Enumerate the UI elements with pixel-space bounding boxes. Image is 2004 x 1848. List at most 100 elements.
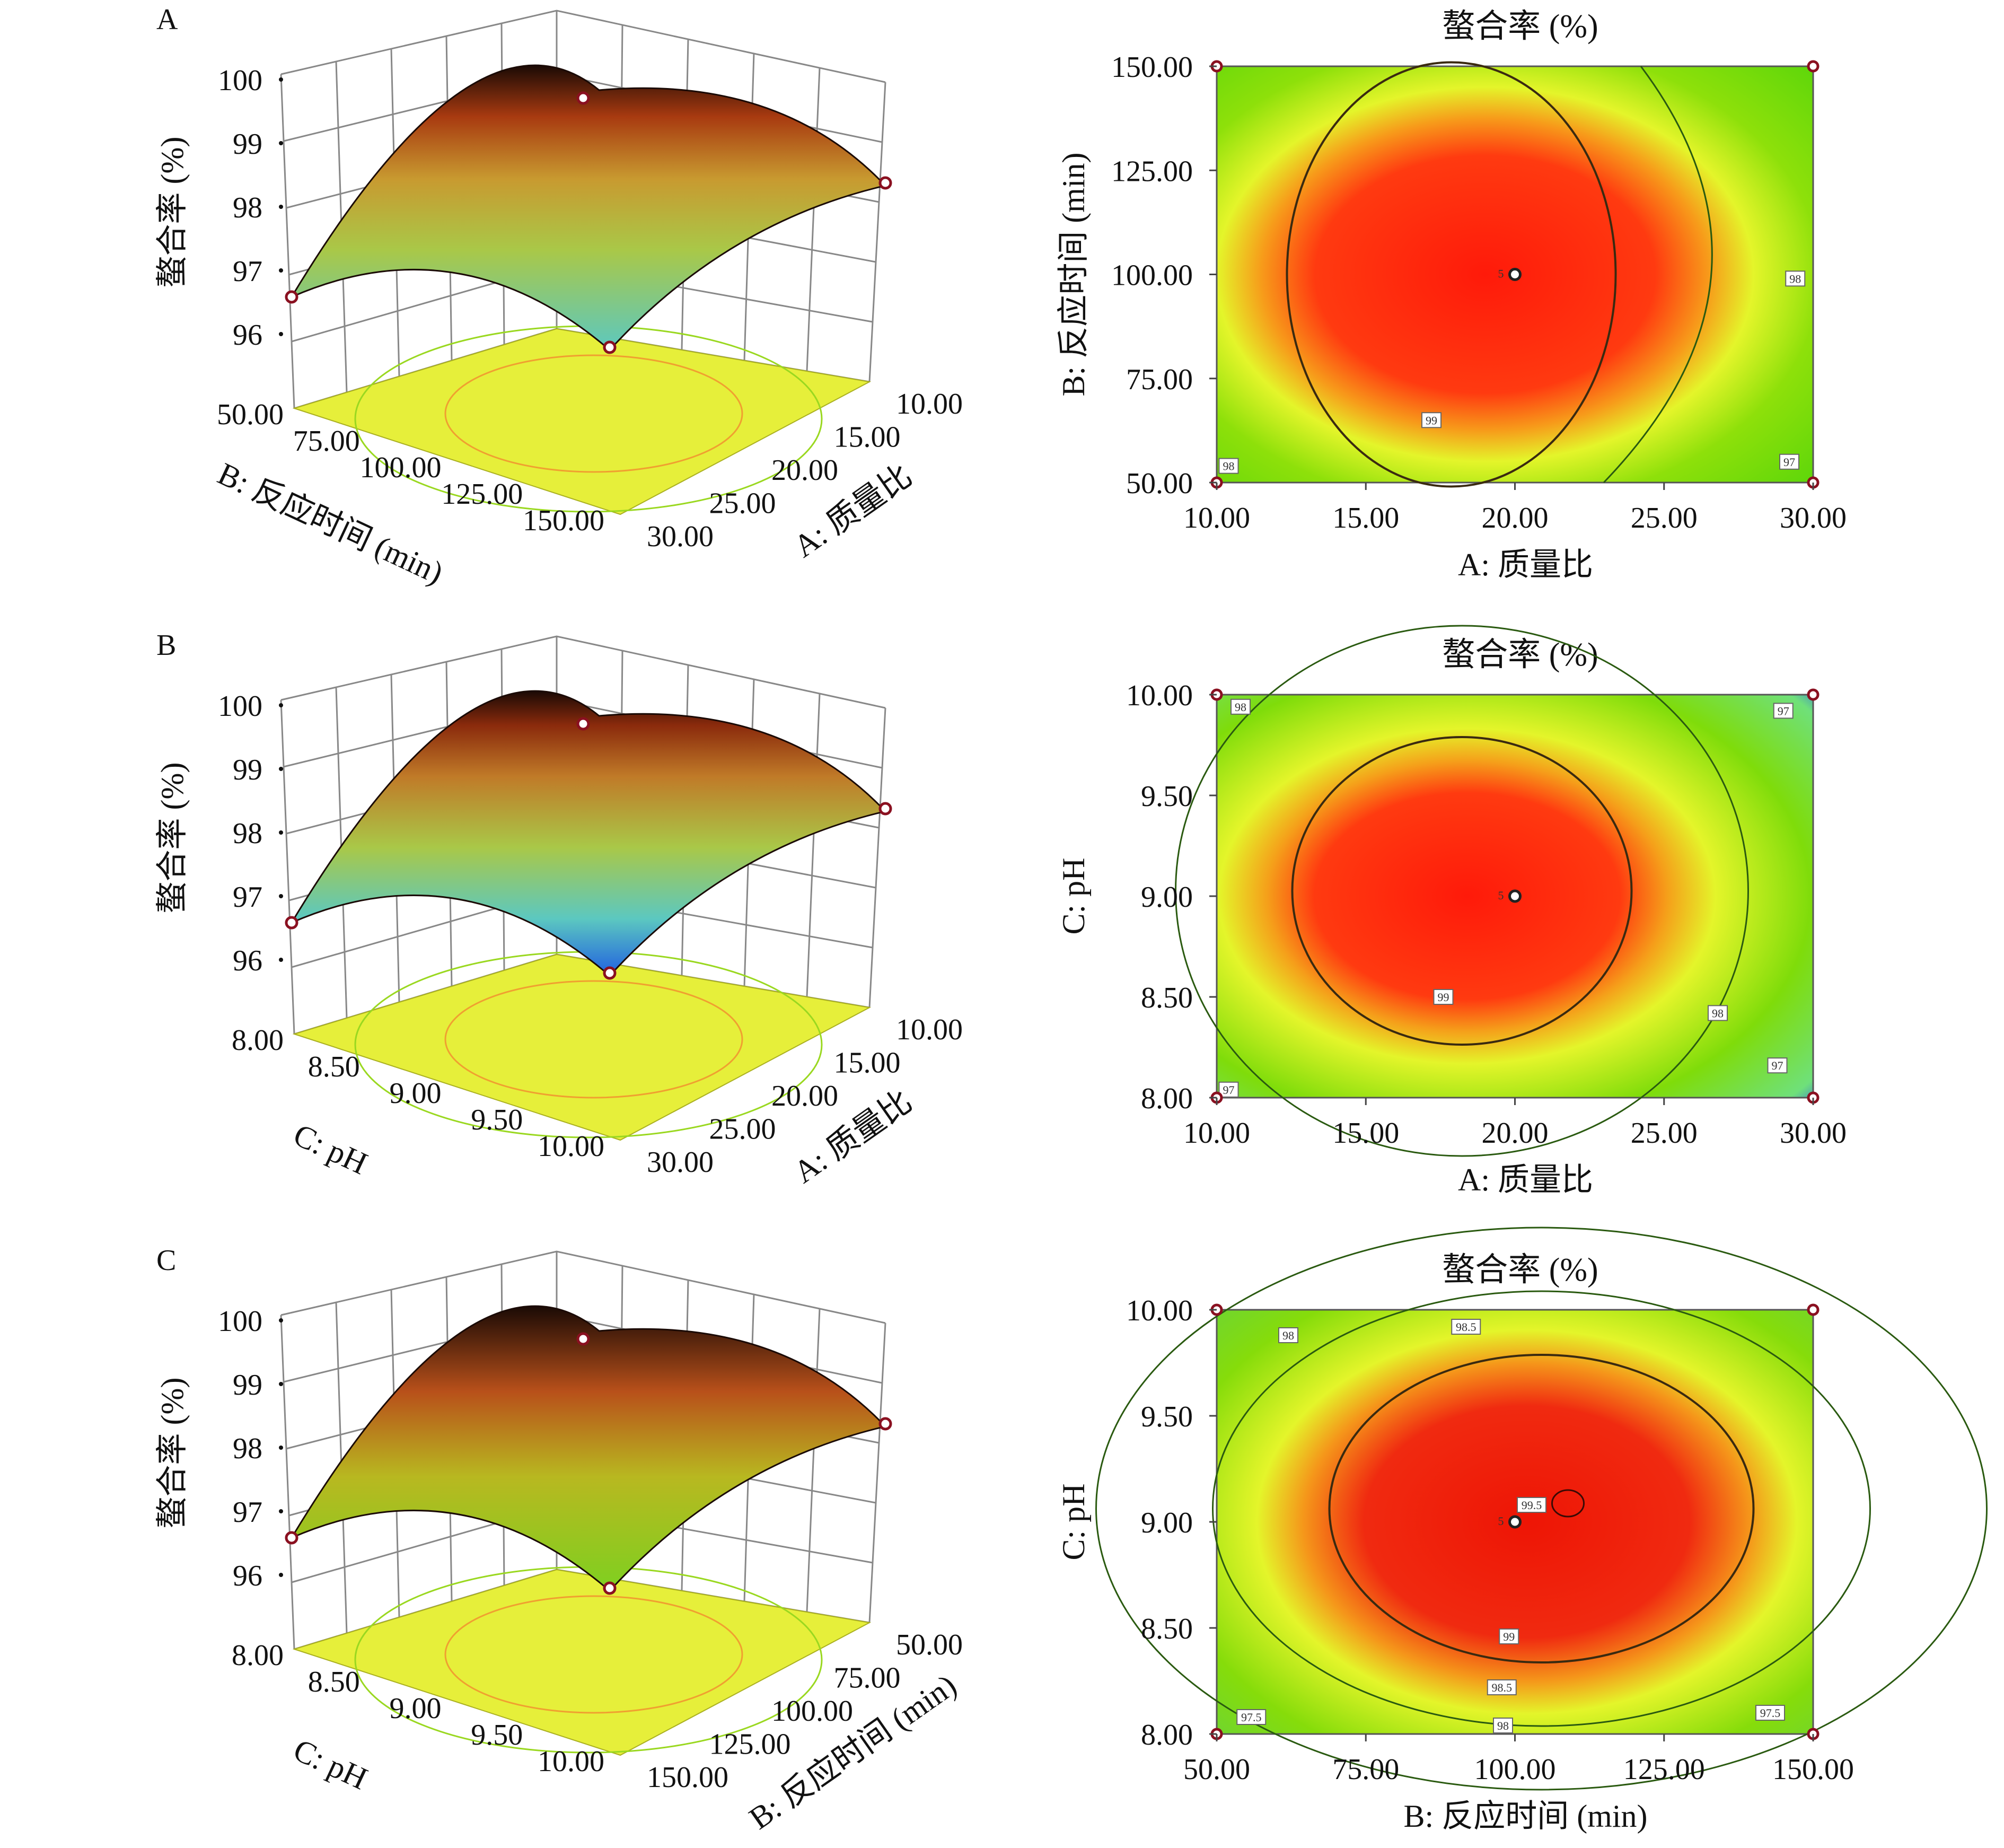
x-tick-label: 20.00: [771, 1080, 838, 1113]
grid-line: [806, 67, 821, 372]
response-surface: [289, 1305, 887, 1592]
y-tick-label: 75.00: [293, 425, 360, 458]
contour-label: 97: [1778, 704, 1789, 717]
contour-label: 98: [1235, 700, 1246, 714]
x-tick-label: 30.00: [647, 1146, 714, 1179]
y-tick-label: 50.00: [217, 398, 284, 431]
contour-label-box: [1767, 1057, 1788, 1074]
contour-label-box: [1499, 1628, 1519, 1644]
y-tick-label: 8.00: [1141, 1082, 1193, 1115]
grid-line: [280, 1315, 295, 1650]
z-tick-label: 100: [218, 690, 262, 723]
design-point-0: [576, 717, 590, 731]
z-tick-mark: [279, 141, 283, 145]
y-tick-label: 9.00: [1141, 1507, 1193, 1539]
x-tick-label: 125.00: [709, 1728, 791, 1761]
z-tick-label: 97: [233, 881, 262, 914]
z-tick-mark: [279, 1446, 283, 1450]
contour-plot-1: 螯合率 (%) 98 97 99 98 97 97 5 10.00 15.00 20.00 25.00…: [1056, 625, 1847, 1197]
contour-label-box: [1230, 698, 1251, 715]
z-tick-label: 98: [233, 191, 262, 224]
contour-label-box: [1218, 458, 1239, 474]
y-tick-label: 9.00: [390, 1077, 442, 1110]
y-tick-label: 8.00: [232, 1024, 284, 1057]
y-tick-label: 100.00: [360, 451, 442, 484]
x-tick-label: 15.00: [834, 1047, 901, 1080]
contour-label-box: [1493, 1718, 1513, 1733]
surface-plot-0: A 100 99 98 97 96 螯合率 (%) 50.00 75.00100.00125.0…: [155, 3, 963, 591]
center-point: [1508, 889, 1522, 903]
z-tick-label: 96: [233, 944, 262, 977]
contour-title: 螯合率 (%): [1442, 1252, 1598, 1288]
y-tick-label: 125.00: [441, 478, 523, 511]
x-tick-label: 25.00: [709, 1113, 776, 1146]
contour-line-99: [1291, 736, 1633, 1046]
design-point-1: [878, 176, 892, 190]
x-tick-label: 10.00: [896, 1013, 963, 1046]
contour-label: 97: [1783, 456, 1795, 469]
x-tick-label: 50.00: [896, 1628, 963, 1661]
y-tick-label: 50.00: [1126, 467, 1193, 500]
y-tick-label: 9.00: [390, 1692, 442, 1725]
corner-design-point-1: [1807, 60, 1820, 73]
x-tick-label: 25.00: [1631, 502, 1698, 535]
x-axis-label: A: 质量比: [1458, 1162, 1593, 1197]
y-axis-label: B: 反应时间 (min): [1056, 153, 1091, 397]
z-tick-label: 97: [233, 1496, 262, 1529]
contour-line-99: [1328, 1354, 1755, 1663]
x-tick-label: 25.00: [709, 487, 776, 520]
x-tick-label: 20.00: [1482, 1117, 1549, 1150]
y-tick-label: 10.00: [1126, 1294, 1193, 1327]
contour-label: 99: [1438, 991, 1449, 1004]
x-tick-label: 150.00: [1772, 1753, 1854, 1786]
contour-label: 98: [1282, 1329, 1294, 1342]
z-tick-mark: [279, 77, 283, 82]
y-tick-label: 10.00: [538, 1130, 604, 1163]
contour-line-98: [1095, 1227, 1988, 1791]
panel-label: C: [156, 1244, 176, 1277]
contour-label: 98.5: [1456, 1320, 1476, 1334]
design-point-1: [878, 1417, 892, 1431]
contour-label: 97: [1223, 1083, 1235, 1097]
z-tick-mark: [279, 958, 283, 962]
y-axis-label: C: pH: [1056, 857, 1091, 934]
contour-label-box: [1517, 1497, 1546, 1513]
contour-label-box: [1773, 703, 1794, 719]
x-tick-label: 25.00: [1631, 1117, 1698, 1150]
design-point-3: [603, 1581, 617, 1595]
grid-line: [868, 707, 886, 1008]
design-point-2: [285, 290, 298, 304]
contour-label-box: [1421, 412, 1442, 428]
contour-label-box: [1433, 989, 1454, 1005]
z-tick-mark: [279, 268, 283, 273]
design-point-2: [285, 916, 298, 930]
grid-line: [806, 693, 821, 997]
x-tick-label: 30.00: [1780, 1117, 1847, 1150]
y-tick-label: 150.00: [523, 504, 604, 537]
x-tick-label: 15.00: [1332, 502, 1399, 535]
z-tick-mark: [279, 1573, 283, 1577]
contour-title: 螯合率 (%): [1442, 8, 1598, 45]
z-tick-label: 99: [233, 754, 262, 786]
panel-label: B: [156, 629, 176, 662]
center-point-count: 5: [1498, 889, 1504, 902]
y-tick-label: 8.50: [1141, 1613, 1193, 1645]
z-tick-label: 99: [233, 1369, 262, 1402]
response-surface: [289, 64, 887, 352]
center-point: [1508, 268, 1522, 281]
grid-line: [806, 1308, 821, 1613]
x-tick-label: 100.00: [771, 1695, 853, 1728]
contour-label: 98.5: [1492, 1681, 1513, 1694]
contour-label: 99.5: [1522, 1499, 1542, 1512]
x-axis-label: A: 质量比: [1458, 547, 1593, 582]
center-point-count: 5: [1498, 1514, 1504, 1528]
z-tick-label: 100: [218, 1305, 262, 1338]
floor-contour-plane: [292, 953, 872, 1141]
y-tick-label: 9.50: [1141, 780, 1193, 813]
x-tick-label: 20.00: [771, 454, 838, 487]
contour-label-box: [1785, 270, 1806, 287]
y-tick-label: 75.00: [1126, 363, 1193, 396]
z-tick-label: 97: [233, 255, 262, 288]
x-tick-label: 20.00: [1482, 502, 1549, 535]
contour-line-99: [1286, 61, 1617, 488]
